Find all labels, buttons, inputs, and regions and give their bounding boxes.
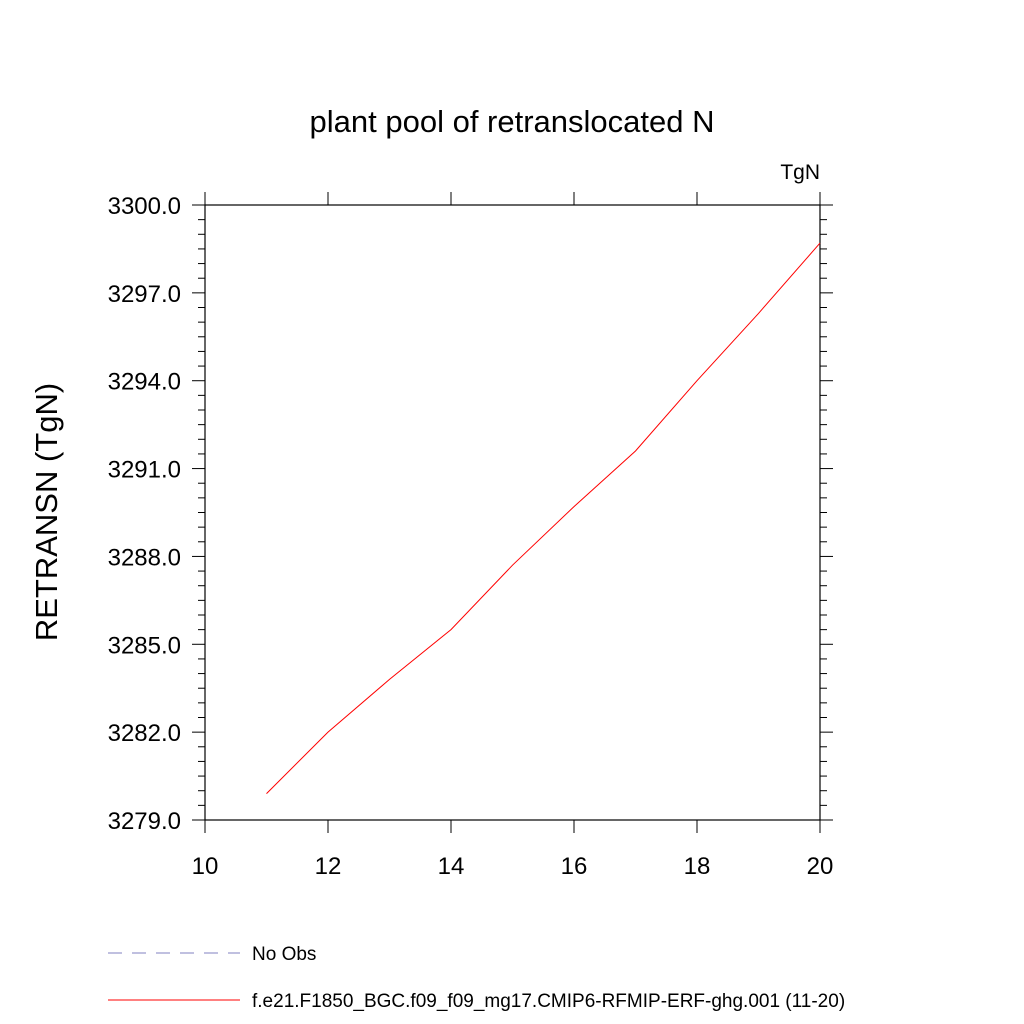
data-series	[266, 242, 821, 794]
x-tick-label: 16	[561, 853, 588, 880]
legend-label: f.e21.F1850_BGC.f09_f09_mg17.CMIP6-RFMIP…	[252, 991, 845, 1012]
legend: No Obs f.e21.F1850_BGC.f09_f09_mg17.CMIP6…	[108, 944, 845, 1012]
y-tick-label: 3285.0	[108, 632, 181, 659]
y-tick-label: 3279.0	[108, 808, 181, 835]
chart-title: plant pool of retranslocated N	[310, 104, 715, 139]
y-tick-label: 3294.0	[108, 369, 181, 396]
legend-label: No Obs	[252, 944, 316, 965]
units-label: TgN	[780, 161, 820, 184]
plot-frame	[204, 204, 821, 821]
y-tick-label: 3288.0	[108, 544, 181, 571]
series-line	[266, 242, 821, 794]
x-tick-label: 14	[438, 853, 465, 880]
y-tick-label: 3297.0	[108, 281, 181, 308]
x-tick-label: 20	[807, 853, 834, 880]
y-tick-label: 3282.0	[108, 720, 181, 747]
y-axis-label: RETRANSN (TgN)	[29, 383, 64, 641]
y-tick-label: 3291.0	[108, 457, 181, 484]
axis-ticks	[192, 192, 833, 833]
x-tick-label: 10	[192, 853, 219, 880]
axis-tick-labels: 10 12 14 16 18 20 3279.0 3282.0 3285.0 3288.0 3291…	[108, 193, 834, 880]
x-tick-label: 18	[684, 853, 711, 880]
y-tick-label: 3300.0	[108, 193, 181, 220]
x-tick-label: 12	[315, 853, 342, 880]
